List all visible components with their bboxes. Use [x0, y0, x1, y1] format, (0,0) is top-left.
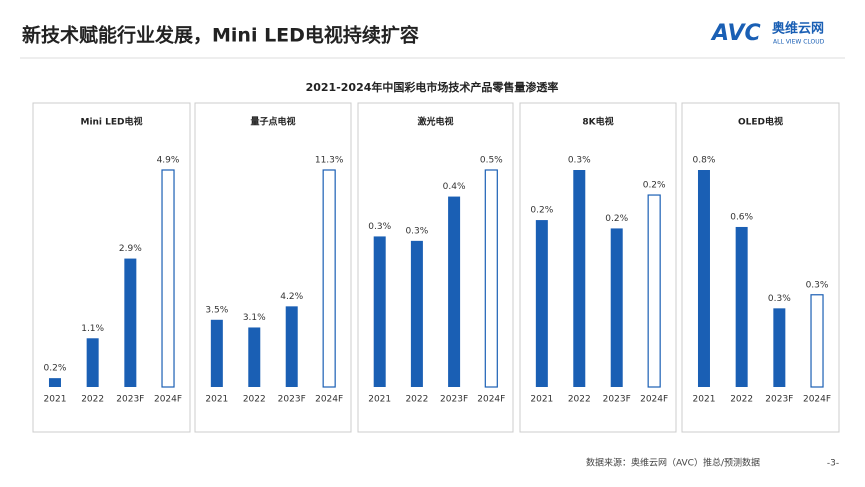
data-label: 0.3% [368, 222, 391, 232]
x-tick-label: 2023F [116, 395, 144, 405]
x-tick-label: 2024F [477, 395, 505, 405]
x-tick-label: 2024F [803, 395, 831, 405]
bar [647, 194, 661, 388]
bar [248, 327, 261, 387]
panel-title: Mini LED电视 [80, 116, 142, 128]
data-label: 11.3% [315, 156, 344, 166]
x-tick-label: 2021 [205, 395, 228, 405]
bar [773, 308, 786, 387]
x-tick-label: 2024F [315, 395, 343, 405]
panel-frame [519, 102, 677, 433]
panel-title: OLED电视 [738, 116, 783, 128]
data-label: 4.9% [157, 156, 180, 166]
bar [484, 169, 498, 388]
x-tick-label: 2023F [278, 395, 306, 405]
panel-title: 8K电视 [582, 116, 613, 128]
logo-name: 奥维云网 [772, 21, 824, 37]
x-tick-label: 2022 [243, 395, 266, 405]
x-tick-label: 2021 [530, 395, 553, 405]
data-label: 0.3% [806, 280, 829, 290]
bar [410, 240, 423, 387]
data-label: 0.2% [605, 214, 628, 224]
source-note: 数据来源：奥维云网（AVC）推总/预测数据 [586, 457, 760, 469]
bar [322, 169, 336, 388]
panel-title: 量子点电视 [250, 116, 295, 128]
x-tick-label: 2022 [730, 395, 753, 405]
x-tick-label: 2022 [405, 395, 428, 405]
x-tick-label: 2023F [603, 395, 631, 405]
x-tick-label: 2023F [440, 395, 468, 405]
page-number: -3- [827, 459, 839, 469]
data-label: 0.3% [568, 156, 591, 166]
data-label: 0.6% [730, 212, 753, 222]
data-label: 0.3% [768, 294, 791, 304]
data-label: 0.8% [693, 156, 716, 166]
bar [810, 294, 824, 388]
panel-frame [32, 102, 191, 433]
bar [48, 378, 61, 387]
bar [285, 306, 298, 387]
bar [735, 226, 748, 387]
x-tick-label: 2022 [81, 395, 104, 405]
logo-mark: AVC [710, 21, 761, 46]
data-label: 3.1% [243, 313, 266, 323]
x-tick-label: 2021 [44, 395, 67, 405]
x-tick-label: 2024F [640, 395, 668, 405]
bar [373, 236, 386, 387]
data-label: 3.5% [205, 305, 228, 315]
bar [535, 220, 548, 387]
data-label: 0.4% [443, 182, 466, 192]
data-label: 0.2% [530, 206, 553, 216]
logo-tagline: ALL VIEW CLOUD [773, 39, 825, 46]
panel-frame [357, 102, 514, 433]
figure-title: 2021-2024年中国彩电市场技术产品零售量渗透率 [306, 80, 559, 94]
x-tick-label: 2023F [765, 395, 793, 405]
panel-frame [194, 102, 352, 433]
bar [86, 338, 99, 387]
page-title: 新技术赋能行业发展，Mini LED电视持续扩容 [22, 24, 419, 47]
data-label: 1.1% [81, 324, 104, 334]
data-label: 0.2% [44, 364, 67, 374]
data-label: 2.9% [119, 244, 142, 254]
bar [610, 228, 623, 387]
bar [124, 258, 137, 387]
panel-frame [681, 102, 840, 433]
x-tick-label: 2022 [568, 395, 591, 405]
bar [210, 319, 223, 387]
bar [448, 196, 461, 387]
data-label: 0.5% [480, 156, 503, 166]
panel-title: 激光电视 [417, 116, 453, 128]
data-label: 4.2% [280, 292, 303, 302]
x-tick-label: 2024F [154, 395, 182, 405]
data-label: 0.3% [405, 226, 428, 236]
bar [573, 170, 586, 387]
bar [697, 170, 710, 387]
data-label: 0.2% [643, 181, 666, 191]
x-tick-label: 2021 [368, 395, 391, 405]
bar [161, 169, 175, 388]
x-tick-label: 2021 [693, 395, 716, 405]
